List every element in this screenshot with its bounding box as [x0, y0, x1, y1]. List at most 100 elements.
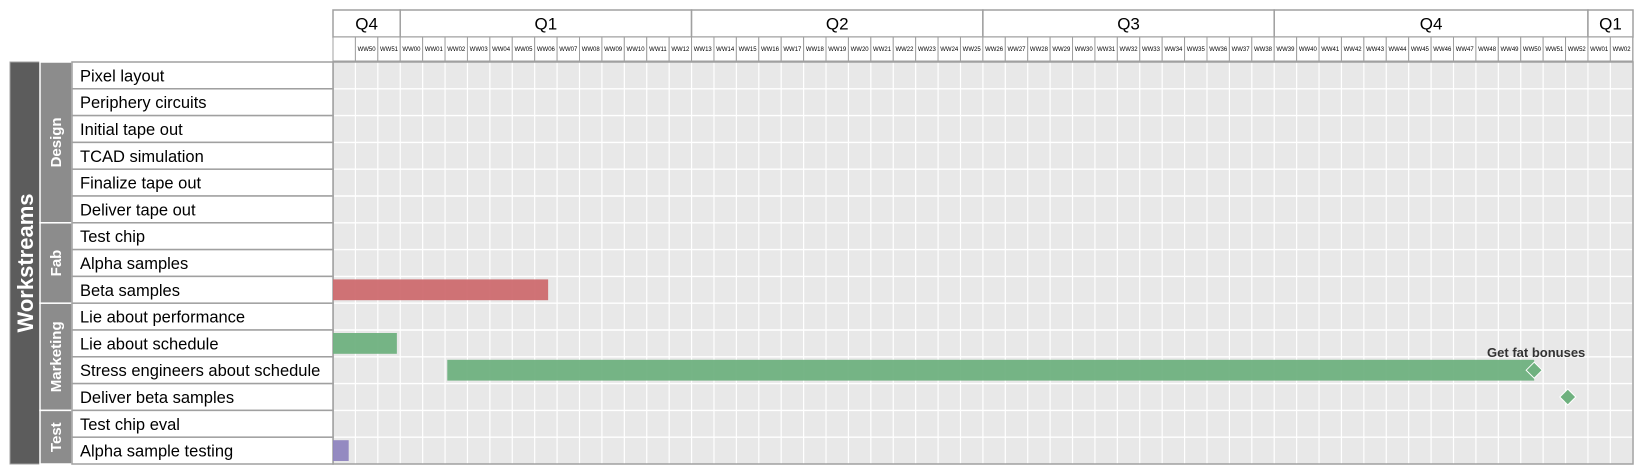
group-label: Fab [48, 250, 65, 277]
task-bar [333, 333, 397, 354]
week-label: WW51 [380, 47, 399, 53]
week-label: WW44 [1388, 47, 1407, 53]
quarter-label: Q1 [535, 15, 558, 34]
task-label: Stress engineers about schedule [80, 362, 320, 380]
week-label: WW12 [671, 47, 690, 53]
quarter-label: Q4 [1420, 15, 1443, 34]
quarter-label: Q2 [826, 15, 849, 34]
group-label: Test [48, 422, 65, 452]
quarter-cell [332, 9, 401, 38]
week-label: WW05 [514, 47, 533, 53]
week-label: WW50 [358, 47, 377, 53]
task-label-cell [71, 141, 334, 170]
week-label: WW39 [1276, 47, 1295, 53]
week-label: WW28 [1030, 47, 1049, 53]
week-label: WW20 [851, 47, 870, 53]
task-label: Test chip [80, 228, 145, 246]
week-label: WW26 [985, 47, 1004, 53]
week-label: WW33 [1142, 47, 1161, 53]
week-label: WW00 [402, 47, 421, 53]
task-label-cell [71, 195, 334, 224]
task-label-cell [71, 88, 334, 117]
week-label: WW04 [492, 47, 511, 53]
week-label: WW07 [559, 47, 578, 53]
week-label: WW42 [1344, 47, 1363, 53]
week-label: WW32 [1120, 47, 1139, 53]
task-bar [333, 440, 349, 461]
week-label: WW43 [1366, 47, 1385, 53]
week-label: WW09 [604, 47, 623, 53]
task-label: Alpha sample testing [80, 443, 233, 461]
task-bar [447, 359, 1535, 381]
task-label: Periphery circuits [80, 94, 207, 112]
quarter-cell [690, 9, 984, 38]
milestones: Get fat bonuses [1487, 345, 1585, 406]
task-bars [333, 279, 1535, 461]
group-cell [39, 61, 73, 224]
task-label: Alpha samples [80, 255, 188, 273]
week-label: WW14 [716, 47, 735, 53]
task-label-cell [71, 436, 334, 465]
week-label: WW25 [963, 47, 982, 53]
week-label: WW34 [1164, 47, 1183, 53]
week-label: WW13 [694, 47, 713, 53]
task-label-cell [71, 275, 334, 304]
milestone-marker [1559, 388, 1577, 406]
week-label: WW23 [918, 47, 937, 53]
week-label: WW41 [1321, 47, 1340, 53]
task-label-cell [71, 382, 334, 412]
task-label: Finalize tape out [80, 175, 201, 193]
week-label: WW50 [1523, 47, 1542, 53]
week-label: WW21 [873, 47, 892, 53]
week-label: WW37 [1232, 47, 1251, 53]
week-label: WW17 [783, 47, 802, 53]
task-label: Pixel layout [80, 67, 165, 85]
week-label: WW24 [940, 47, 959, 53]
week-label: WW19 [828, 47, 847, 53]
group-label: Design [48, 117, 65, 167]
task-label: Test chip eval [80, 416, 180, 434]
week-label: WW22 [895, 47, 914, 53]
week-label: WW02 [447, 47, 466, 53]
task-bar [333, 279, 549, 301]
task-label: Lie about schedule [80, 335, 219, 353]
week-label: WW18 [806, 47, 825, 53]
week-label: WW02 [1613, 47, 1632, 53]
task-label: Deliver tape out [80, 201, 196, 219]
week-label: WW30 [1075, 47, 1094, 53]
group-label: Marketing [48, 321, 65, 392]
week-label: WW11 [649, 47, 667, 53]
week-label: WW03 [470, 47, 489, 53]
milestone-label: Get fat bonuses [1487, 345, 1585, 360]
task-label: Lie about performance [80, 309, 245, 327]
week-label: WW51 [1545, 47, 1564, 53]
task-label-cell [71, 222, 334, 251]
week-label: WW48 [1478, 47, 1497, 53]
task-label: TCAD simulation [80, 148, 204, 166]
week-label: WW10 [627, 47, 646, 53]
week-label: WW40 [1299, 47, 1318, 53]
super-group-label: Workstreams [13, 194, 38, 333]
task-label-cell [71, 114, 334, 144]
week-label: WW31 [1097, 47, 1116, 53]
quarter-label: Q4 [355, 15, 378, 34]
week-label: WW52 [1568, 47, 1587, 53]
task-label: Deliver beta samples [80, 389, 234, 407]
quarter-label: Q3 [1117, 15, 1140, 34]
week-label: WW46 [1433, 47, 1452, 53]
task-label: Initial tape out [80, 121, 183, 139]
week-label: WW01 [1590, 47, 1609, 53]
group-cell [39, 409, 73, 465]
task-label-cell [71, 61, 334, 90]
week-label: WW15 [739, 47, 758, 53]
task-label-cell [71, 168, 334, 197]
quarter-label: Q1 [1599, 15, 1622, 34]
week-cell [332, 36, 356, 62]
task-label-panel: Workstreams Design Pixel layout Periphery c… [9, 61, 334, 465]
week-label: WW35 [1187, 47, 1206, 53]
week-label: WW16 [761, 47, 780, 53]
week-label: WW45 [1411, 47, 1430, 53]
week-label: WW29 [1052, 47, 1071, 53]
